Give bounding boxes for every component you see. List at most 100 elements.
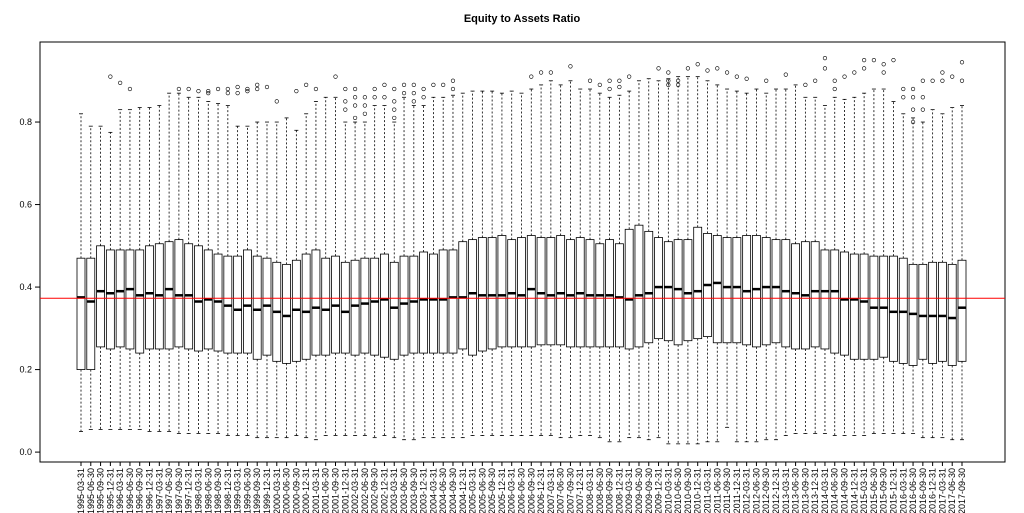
box: [918, 263, 928, 360]
x-tick-label: 2006-09-30: [526, 468, 536, 513]
outlier: [392, 99, 397, 104]
box: [849, 253, 859, 360]
box: [487, 237, 497, 350]
x-tick-label: 2000-06-30: [282, 468, 292, 513]
outlier: [666, 82, 671, 88]
outlier: [881, 70, 886, 75]
outlier: [587, 78, 593, 83]
outlier: [392, 115, 397, 121]
x-tick-label: 1997-12-31: [184, 468, 194, 513]
x-tick-label: 2011-09-30: [722, 468, 732, 513]
box: [409, 255, 419, 354]
x-tick-label: 2012-09-30: [761, 468, 771, 513]
outlier: [392, 86, 397, 92]
outlier: [343, 107, 348, 112]
x-tick-label: 2008-03-31: [585, 468, 595, 513]
outlier: [548, 70, 553, 75]
outlier: [910, 119, 916, 125]
outlier: [597, 82, 602, 88]
outlier: [421, 95, 426, 100]
x-tick-label: 2010-09-30: [683, 468, 693, 513]
x-tick-label: 2014-12-31: [849, 468, 859, 513]
box: [546, 237, 556, 346]
outlier: [127, 86, 133, 92]
outlier: [607, 78, 612, 83]
outlier: [940, 78, 945, 83]
box: [301, 253, 311, 360]
box: [840, 251, 849, 356]
box: [957, 259, 967, 362]
x-tick-label: 2006-03-31: [507, 468, 517, 513]
outlier: [450, 78, 456, 83]
outlier: [382, 82, 387, 88]
x-tick-label: 2009-09-30: [644, 468, 654, 513]
outlier: [910, 95, 916, 100]
outlier: [783, 72, 788, 77]
x-tick-label: 2016-06-30: [908, 468, 918, 513]
box: [125, 249, 135, 350]
x-tick-label: 1996-06-30: [125, 468, 135, 513]
outlier: [959, 78, 965, 83]
x-tick-label: 1998-03-31: [193, 468, 203, 513]
box: [76, 257, 86, 370]
outlier: [705, 68, 710, 73]
box: [791, 243, 800, 350]
box: [468, 239, 477, 356]
outlier: [891, 58, 896, 63]
box: [380, 253, 389, 358]
x-tick-label: 1995-12-31: [105, 468, 115, 513]
box: [732, 237, 742, 344]
outlier: [676, 82, 681, 88]
x-tick-label: 1999-06-30: [242, 468, 252, 513]
x-tick-label: 2000-03-31: [272, 468, 282, 513]
outlier: [803, 82, 808, 88]
x-tick-label: 2000-09-30: [291, 468, 301, 513]
outlier: [255, 82, 260, 88]
box: [370, 257, 380, 356]
outlier: [450, 86, 456, 92]
x-tick-label: 2010-12-31: [693, 468, 703, 513]
x-tick-label: 2009-06-30: [634, 468, 644, 513]
outlier: [627, 74, 632, 79]
box: [233, 255, 243, 354]
box: [566, 239, 575, 348]
x-tick-label: 2000-12-31: [301, 468, 311, 513]
x-tick-label: 2010-06-30: [673, 468, 683, 513]
x-tick-label: 2010-03-31: [663, 468, 673, 513]
x-tick-label: 2007-06-30: [556, 468, 566, 513]
x-tick-label: 2007-03-31: [546, 468, 556, 513]
x-tick-label: 2011-12-31: [732, 468, 742, 513]
outlier: [264, 84, 270, 90]
box: [252, 255, 262, 360]
x-tick-label: 1995-03-31: [76, 468, 86, 513]
outlier: [852, 70, 857, 75]
box: [683, 239, 693, 342]
x-tick-label: 2011-06-30: [712, 468, 722, 513]
x-tick-label: 1997-09-30: [174, 468, 184, 513]
y-tick-label: 0.2: [19, 365, 32, 375]
box: [243, 249, 252, 354]
outlier: [666, 70, 671, 75]
box: [389, 261, 399, 360]
x-tick-label: 1998-09-30: [213, 468, 223, 513]
outlier: [362, 111, 367, 116]
y-tick-label: 0.8: [19, 117, 32, 127]
x-tick-label: 2006-06-30: [517, 468, 527, 513]
box: [810, 241, 820, 348]
outlier: [196, 88, 201, 94]
x-tick-label: 2007-12-31: [575, 468, 585, 513]
box: [135, 249, 145, 354]
outlier: [920, 95, 925, 100]
outlier: [362, 95, 367, 100]
x-tick-label: 1997-06-30: [164, 468, 174, 513]
box: [145, 245, 154, 350]
x-tick-label: 2016-09-30: [918, 468, 928, 513]
outlier: [734, 74, 739, 79]
box: [105, 249, 115, 350]
x-tick-label: 2005-06-30: [477, 468, 487, 513]
box: [340, 261, 350, 354]
outlier: [352, 103, 358, 108]
outlier: [352, 86, 358, 92]
box: [311, 249, 321, 356]
